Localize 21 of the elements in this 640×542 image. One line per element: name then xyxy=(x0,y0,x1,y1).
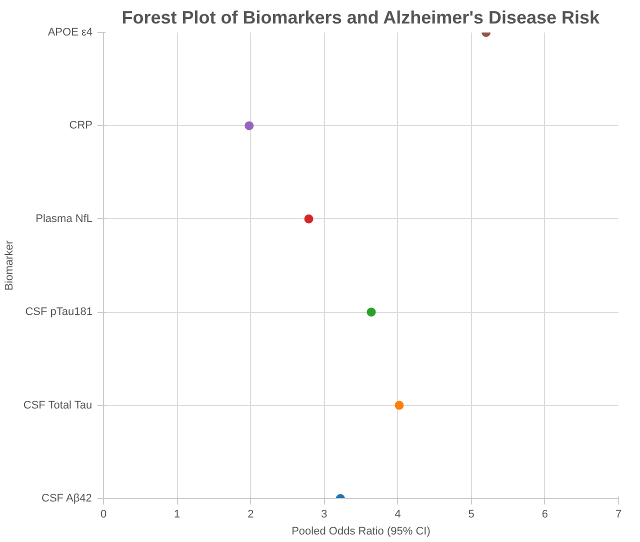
point xyxy=(304,214,314,224)
y-tick-label: APOE ε4 xyxy=(48,26,93,38)
point xyxy=(394,400,404,410)
y-axis-title: Biomarker xyxy=(3,240,16,291)
point xyxy=(366,308,376,317)
y-tick-label: CSF Aβ42 xyxy=(42,492,92,504)
y-tick-label: Plasma NfL xyxy=(36,212,93,225)
x-tick-label: 1 xyxy=(174,508,180,520)
chart-title: Forest Plot of Biomarkers and Alzheimer's Disease Risk xyxy=(122,8,601,28)
x-tick-label: 2 xyxy=(248,508,254,520)
x-tick-label: 0 xyxy=(100,508,107,520)
point xyxy=(244,121,254,130)
x-tick-label: 3 xyxy=(321,508,328,520)
x-tick-label: 4 xyxy=(394,508,401,520)
y-tick-label: CSF pTau181 xyxy=(25,306,93,318)
x-tick-label: 5 xyxy=(468,508,474,520)
x-tick-label: 7 xyxy=(615,508,622,520)
y-tick-label: CRP xyxy=(69,120,93,132)
x-tick-label: 6 xyxy=(542,508,548,520)
y-tick-label: CSF Total Tau xyxy=(23,399,92,412)
x-axis-title: Pooled Odds Ratio (95% CI) xyxy=(292,526,430,538)
